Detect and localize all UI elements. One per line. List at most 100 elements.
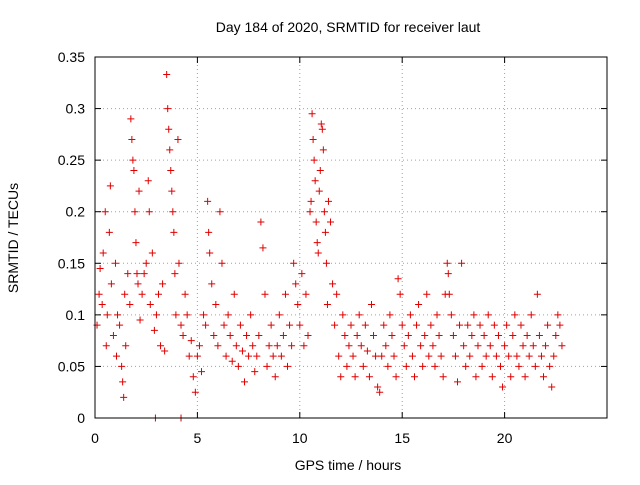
data-point — [458, 259, 466, 267]
data-point — [135, 187, 143, 195]
data-point — [296, 321, 304, 329]
data-point — [447, 311, 455, 319]
data-point — [99, 249, 107, 257]
data-point — [290, 259, 298, 267]
data-point — [146, 301, 154, 309]
data-point — [255, 331, 263, 339]
data-point — [542, 342, 550, 350]
data-point — [251, 368, 259, 376]
data-point — [222, 352, 230, 360]
data-point — [519, 342, 527, 350]
data-point — [462, 362, 470, 370]
data-point — [509, 331, 517, 339]
data-point — [271, 373, 279, 381]
data-point — [410, 373, 418, 381]
data-point — [200, 311, 208, 319]
data-point — [130, 166, 138, 174]
data-point — [470, 311, 478, 319]
data-point — [253, 352, 261, 360]
data-point — [181, 290, 189, 298]
data-point — [384, 362, 392, 370]
data-point — [202, 321, 210, 329]
data-point — [205, 228, 213, 236]
data-point — [398, 321, 406, 329]
data-point — [197, 368, 205, 376]
data-point — [322, 259, 330, 267]
data-point — [216, 208, 224, 216]
data-point — [453, 378, 461, 386]
data-point — [127, 115, 135, 123]
data-point — [304, 331, 312, 339]
data-point — [119, 378, 127, 386]
data-point — [320, 208, 328, 216]
y-tick-label: 0.3 — [66, 101, 86, 117]
data-point — [230, 290, 238, 298]
data-point — [488, 373, 496, 381]
data-point — [174, 136, 182, 144]
data-point — [275, 311, 283, 319]
data-point — [249, 342, 257, 350]
data-point — [171, 270, 179, 278]
data-point — [206, 249, 214, 257]
data-point — [361, 321, 369, 329]
data-point — [118, 362, 126, 370]
y-axis-label: SRMTID / TECUs — [5, 183, 21, 293]
data-point — [445, 290, 453, 298]
data-point — [238, 347, 246, 355]
data-point — [386, 311, 394, 319]
data-point — [554, 311, 562, 319]
data-point — [234, 362, 242, 370]
data-point — [302, 290, 310, 298]
data-point — [331, 321, 339, 329]
data-point — [370, 331, 378, 339]
data-point — [111, 259, 119, 267]
data-point — [288, 342, 296, 350]
data-point — [449, 331, 457, 339]
data-point — [204, 197, 212, 205]
data-point — [185, 352, 193, 360]
data-point — [552, 331, 560, 339]
data-point — [177, 321, 185, 329]
data-point — [486, 342, 494, 350]
data-point — [390, 352, 398, 360]
data-point — [419, 362, 427, 370]
data-point — [318, 125, 326, 133]
data-point — [269, 352, 277, 360]
data-point — [474, 342, 482, 350]
data-point — [243, 331, 251, 339]
x-tick-label: 15 — [394, 430, 410, 446]
data-point — [163, 71, 171, 79]
x-tick-label: 20 — [497, 430, 513, 446]
data-point — [208, 280, 216, 288]
data-point — [460, 342, 468, 350]
data-point — [556, 321, 564, 329]
data-point — [148, 249, 156, 257]
data-point — [544, 321, 552, 329]
data-point — [484, 311, 492, 319]
data-point — [109, 331, 117, 339]
data-point — [490, 321, 498, 329]
data-point — [313, 239, 321, 247]
data-point — [314, 249, 322, 257]
data-point — [443, 259, 451, 267]
data-point — [164, 105, 172, 113]
data-point — [133, 270, 141, 278]
data-point — [145, 208, 153, 216]
data-point — [499, 383, 507, 391]
data-point — [103, 311, 111, 319]
data-point — [166, 146, 174, 154]
data-point — [265, 342, 273, 350]
data-point — [497, 362, 505, 370]
data-point — [232, 342, 240, 350]
data-point — [152, 311, 160, 319]
data-point — [124, 270, 132, 278]
data-point — [214, 342, 222, 350]
data-point — [298, 270, 306, 278]
data-point — [122, 342, 130, 350]
data-point — [172, 311, 180, 319]
data-point — [220, 321, 228, 329]
data-point — [309, 136, 317, 144]
data-point — [423, 290, 431, 298]
data-point — [134, 280, 142, 288]
data-point — [333, 290, 341, 298]
